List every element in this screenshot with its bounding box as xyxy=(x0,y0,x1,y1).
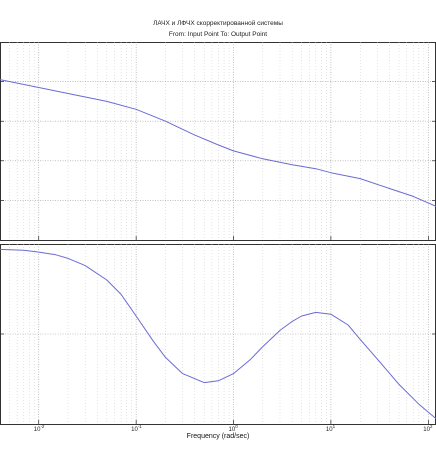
phase-axes-frame xyxy=(0,244,436,425)
x-tick-label: 100 xyxy=(229,424,239,433)
magnitude-axes-frame xyxy=(0,42,436,241)
chart-title: ЛАЧХ и ЛФЧХ скорректированной системы xyxy=(153,20,283,27)
x-axis-label: Frequency (rad/sec) xyxy=(186,433,250,440)
x-tick-label: 101 xyxy=(326,424,336,433)
x-tick-label: 10-1 xyxy=(131,424,142,433)
x-tick-label: 102 xyxy=(423,424,433,433)
magnitude-series-line xyxy=(0,79,436,207)
phase-series-line xyxy=(0,248,436,419)
chart-subtitle: From: Input Point To: Output Point xyxy=(168,31,268,38)
x-tick-label: 10-2 xyxy=(34,424,45,433)
